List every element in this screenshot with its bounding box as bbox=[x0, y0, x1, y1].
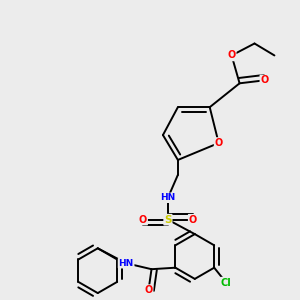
Text: HN: HN bbox=[118, 259, 134, 268]
Text: O: O bbox=[139, 215, 147, 225]
Text: S: S bbox=[164, 215, 172, 225]
Text: HN: HN bbox=[160, 193, 176, 202]
Text: O: O bbox=[260, 75, 268, 85]
Text: O: O bbox=[189, 215, 197, 225]
Text: O: O bbox=[214, 138, 223, 148]
Text: O: O bbox=[227, 50, 236, 60]
Text: O: O bbox=[144, 285, 153, 295]
Text: Cl: Cl bbox=[221, 278, 232, 288]
